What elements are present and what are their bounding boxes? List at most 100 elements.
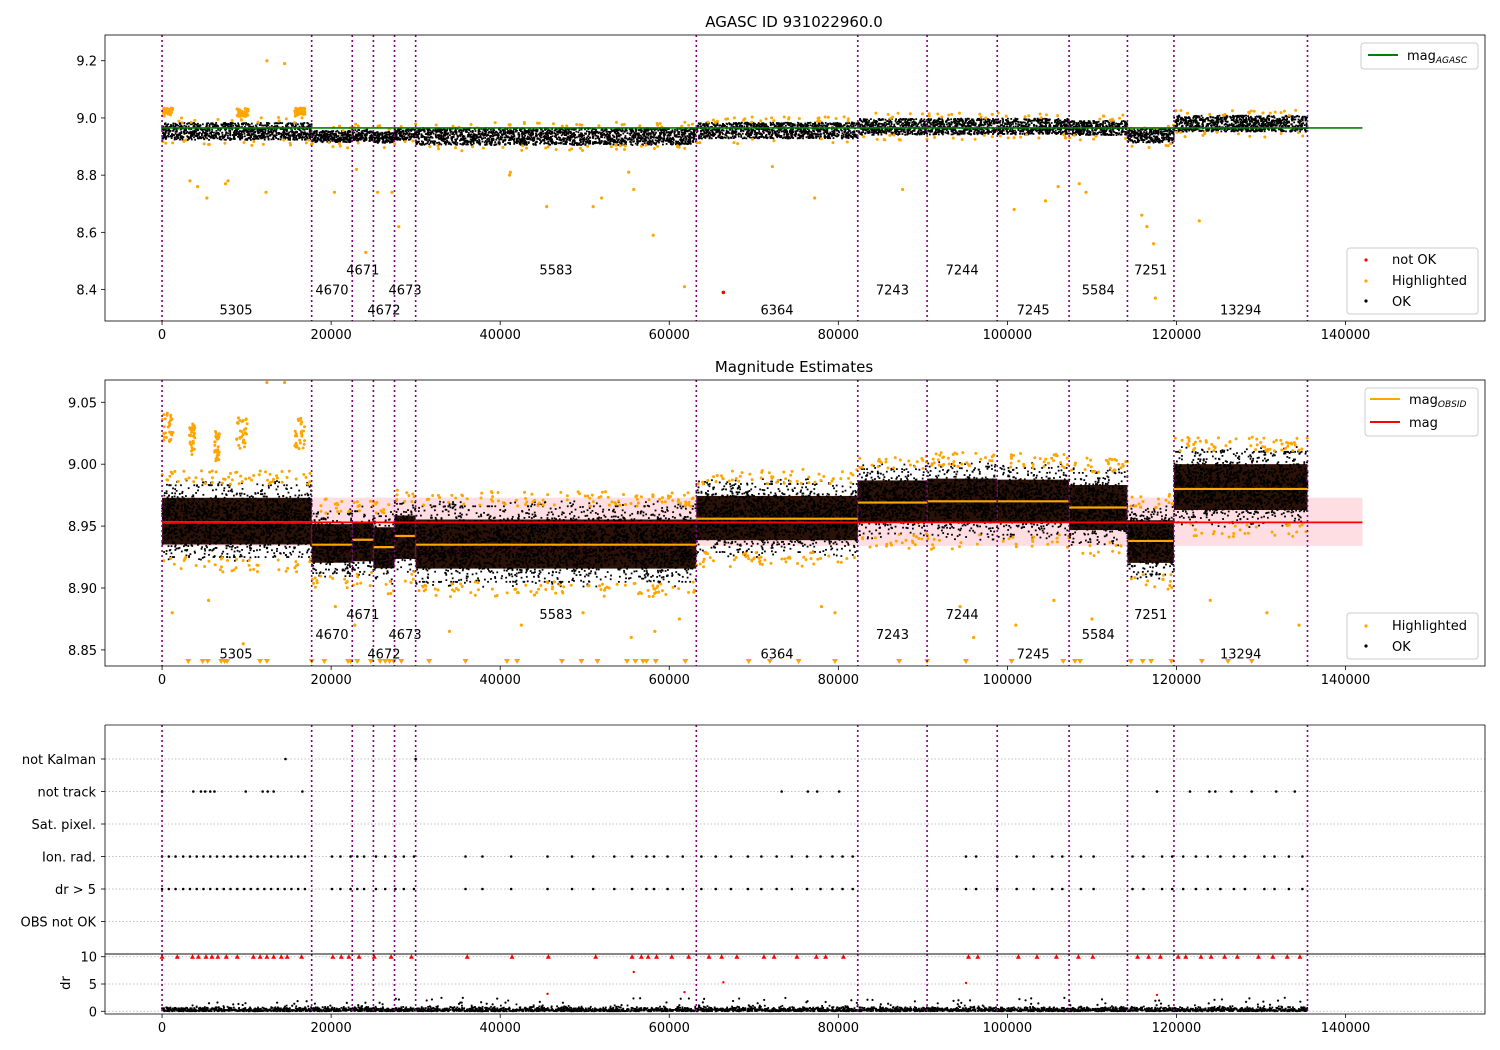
highlighted-point xyxy=(223,142,226,145)
ok-point xyxy=(228,130,230,132)
ok-point xyxy=(521,135,523,137)
ok-point xyxy=(266,124,268,126)
ok-point xyxy=(298,133,300,135)
ok-point xyxy=(549,137,551,139)
ok-point xyxy=(421,133,423,135)
ok-point xyxy=(328,138,330,140)
ok-point xyxy=(632,144,634,146)
ok-point xyxy=(657,130,659,132)
ok-point xyxy=(472,131,474,133)
ok-point xyxy=(505,137,507,139)
highlighted-point xyxy=(614,144,617,147)
ok-point xyxy=(240,137,242,139)
ok-point xyxy=(669,135,671,137)
ok-point xyxy=(300,133,302,135)
highlighted-point xyxy=(435,123,438,126)
highlighted-point xyxy=(262,143,265,146)
ok-point xyxy=(476,140,478,142)
ok-point xyxy=(283,132,285,134)
ok-point xyxy=(301,139,303,141)
ok-point xyxy=(377,135,379,137)
ok-point xyxy=(167,135,169,137)
highlighted-point xyxy=(190,121,193,124)
ok-point xyxy=(234,123,236,125)
ok-point xyxy=(473,143,475,145)
ok-point xyxy=(265,137,267,139)
ok-point xyxy=(655,139,657,141)
ok-point xyxy=(269,134,271,136)
ok-point xyxy=(667,137,669,139)
ok-point xyxy=(224,125,226,127)
ok-point xyxy=(663,136,665,138)
ok-point xyxy=(565,132,567,134)
ok-point xyxy=(361,131,363,133)
ok-point xyxy=(364,130,366,132)
ok-point xyxy=(658,139,660,141)
ok-point xyxy=(264,124,266,126)
ok-point xyxy=(388,134,390,136)
ok-point xyxy=(552,135,554,137)
ok-point xyxy=(532,137,534,139)
ok-point xyxy=(535,131,537,133)
ok-point xyxy=(195,124,197,126)
ok-point xyxy=(347,139,349,141)
highlighted-point xyxy=(538,122,541,125)
ok-point xyxy=(599,138,601,140)
ok-point xyxy=(257,132,259,134)
ok-point xyxy=(686,135,688,137)
ok-point xyxy=(321,136,323,138)
ok-point xyxy=(446,129,448,131)
ok-point xyxy=(486,141,488,143)
ok-point xyxy=(574,142,576,144)
ok-point xyxy=(485,144,487,146)
ok-point xyxy=(257,138,259,140)
ok-point xyxy=(358,129,360,131)
highlighted-point xyxy=(378,124,381,127)
ok-point xyxy=(268,123,270,125)
ok-point xyxy=(304,139,306,141)
ok-point xyxy=(451,139,453,141)
ok-point xyxy=(179,139,181,141)
ok-point xyxy=(294,134,296,136)
ok-point xyxy=(689,142,691,144)
ok-point xyxy=(435,135,437,137)
highlighted-point xyxy=(346,146,349,149)
ok-point xyxy=(425,133,427,135)
ok-point xyxy=(292,138,294,140)
highlighted-point xyxy=(509,123,512,126)
ok-point xyxy=(397,138,399,140)
ok-point xyxy=(507,142,509,144)
ok-point xyxy=(529,135,531,137)
ok-point xyxy=(206,130,208,132)
ok-point xyxy=(476,137,478,139)
ok-point xyxy=(491,132,493,134)
ok-point xyxy=(427,129,429,131)
ok-point xyxy=(450,144,452,146)
ok-point xyxy=(601,140,603,142)
ok-point xyxy=(308,134,310,136)
ok-point xyxy=(197,137,199,139)
ok-point xyxy=(453,134,455,136)
ok-point xyxy=(660,129,662,131)
ok-point xyxy=(409,136,411,138)
ok-point xyxy=(693,139,695,141)
ok-point xyxy=(512,136,514,138)
ok-point xyxy=(382,139,384,141)
ok-point xyxy=(662,144,664,146)
ok-point xyxy=(572,144,574,146)
ok-point xyxy=(309,129,311,131)
ok-point xyxy=(298,137,300,139)
ok-point xyxy=(230,122,232,124)
ok-point xyxy=(268,138,270,140)
ok-point xyxy=(637,135,639,137)
ok-point xyxy=(205,132,207,134)
ok-point xyxy=(280,135,282,137)
ok-point xyxy=(408,134,410,136)
ok-point xyxy=(485,130,487,132)
ok-point xyxy=(480,137,482,139)
ok-point xyxy=(488,132,490,134)
ok-point xyxy=(365,138,367,140)
ok-point xyxy=(550,133,552,135)
ok-point xyxy=(427,131,429,133)
highlighted-point xyxy=(640,145,643,148)
